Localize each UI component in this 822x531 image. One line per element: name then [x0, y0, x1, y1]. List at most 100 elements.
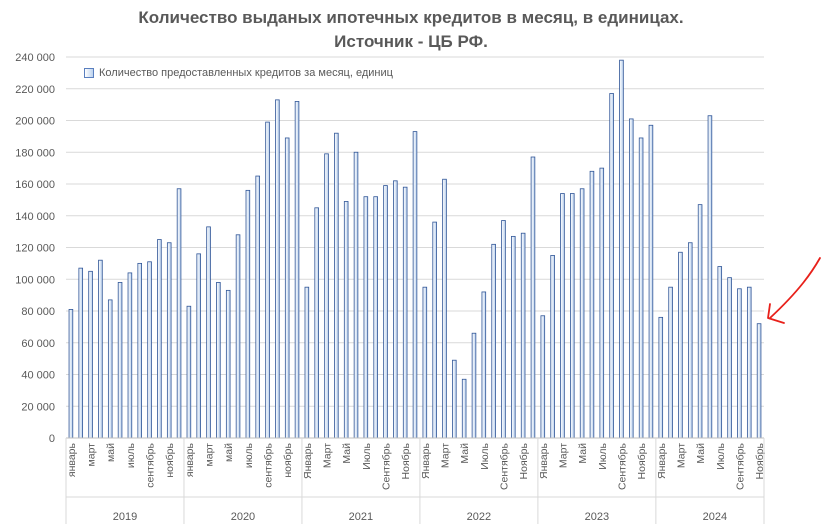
year-label: 2021	[349, 511, 373, 523]
bar	[550, 255, 555, 439]
legend-label: Количество предоставленных кредитов за м…	[99, 67, 393, 79]
bar	[707, 115, 713, 439]
bar	[373, 196, 378, 439]
bar	[324, 153, 329, 439]
bar	[363, 196, 369, 439]
bar	[166, 242, 172, 439]
x-tick-label: Май	[695, 443, 707, 464]
bar	[579, 188, 585, 439]
y-tick-label: 0	[49, 433, 55, 445]
bar	[206, 226, 211, 439]
legend-swatch	[84, 68, 94, 78]
bar	[127, 272, 133, 439]
bar	[216, 282, 221, 439]
x-tick-label: июль	[125, 442, 137, 468]
bar	[560, 193, 565, 439]
y-tick-label: 40 000	[21, 370, 55, 382]
x-tick-label: Сентябрь	[734, 442, 746, 490]
x-tick-label: сентябрь	[263, 442, 275, 487]
x-tick-label: Июль	[597, 442, 609, 469]
bar	[471, 332, 477, 439]
bar	[717, 266, 723, 439]
bar	[461, 378, 467, 439]
x-tick-label: Январь	[538, 442, 550, 479]
bar	[432, 221, 437, 439]
y-tick-label: 20 000	[21, 401, 55, 413]
bar	[481, 291, 487, 439]
year-label: 2024	[703, 511, 727, 523]
bar	[756, 323, 762, 439]
bar	[658, 316, 664, 439]
x-tick-label: Сентябрь	[381, 442, 393, 490]
bar	[147, 261, 152, 439]
y-tick-label: 180 000	[15, 147, 55, 159]
bar	[284, 137, 290, 439]
bar	[520, 232, 526, 439]
bar	[570, 193, 575, 439]
bar	[619, 59, 624, 439]
bar	[687, 242, 693, 439]
bar	[629, 118, 634, 439]
bar	[609, 93, 614, 439]
bar	[225, 289, 231, 439]
x-tick-label: Январь	[302, 442, 314, 479]
y-tick-label: 200 000	[15, 116, 55, 128]
bar	[245, 189, 251, 439]
x-tick-label: ноябрь	[164, 442, 176, 477]
y-tick-label: 60 000	[21, 338, 55, 350]
arrow-shaft	[769, 257, 821, 319]
bar	[412, 131, 418, 439]
y-tick-label: 220 000	[15, 84, 55, 96]
bar	[196, 253, 201, 439]
x-tick-label: июль	[243, 442, 255, 468]
bar	[314, 207, 319, 439]
bar	[235, 234, 241, 439]
x-tick-label: май	[105, 443, 117, 462]
year-label: 2023	[585, 511, 609, 523]
x-tick-label: сентябрь	[145, 442, 157, 487]
chart-title-line-1: Количество выданых ипотечных кредитов в …	[138, 8, 684, 27]
x-tick-label: январь	[184, 442, 196, 477]
bar	[68, 309, 74, 439]
x-tick-label: Ноябрь	[636, 442, 648, 479]
year-label: 2022	[467, 511, 491, 523]
bar	[540, 315, 546, 439]
bar	[746, 286, 752, 439]
bar	[186, 305, 192, 439]
chart-title-line-2: Источник - ЦБ РФ.	[334, 32, 488, 51]
bar	[383, 185, 388, 439]
x-tick-label: март	[86, 443, 98, 467]
bar	[107, 299, 113, 439]
bar	[304, 286, 310, 439]
bar	[737, 288, 742, 439]
bar	[727, 277, 732, 439]
y-tick-label: 140 000	[15, 211, 55, 223]
x-tick-label: Ноябрь	[754, 442, 766, 479]
x-tick-label: ноябрь	[282, 442, 294, 477]
y-tick-label: 100 000	[15, 274, 55, 286]
bar	[353, 151, 359, 439]
x-tick-label: Сентябрь	[498, 442, 510, 490]
x-tick-label: Январь	[420, 442, 432, 479]
x-tick-label: Май	[459, 443, 471, 464]
bar	[638, 137, 644, 439]
x-tick-label: март	[204, 443, 216, 467]
bar	[648, 124, 654, 439]
bar	[98, 259, 103, 439]
year-label: 2020	[231, 511, 255, 523]
bar	[78, 267, 84, 439]
bar	[697, 204, 703, 439]
arrow-head	[767, 303, 785, 324]
bar	[442, 178, 447, 439]
x-tick-label: Сентябрь	[616, 442, 628, 490]
x-tick-label: Март	[439, 443, 451, 468]
x-tick-label: январь	[66, 442, 78, 477]
x-tick-label: Июль	[715, 442, 727, 469]
bar	[678, 251, 683, 439]
bar	[176, 188, 182, 439]
bar	[668, 286, 673, 439]
bar	[117, 282, 123, 439]
bar	[343, 201, 349, 439]
bar	[491, 243, 496, 439]
